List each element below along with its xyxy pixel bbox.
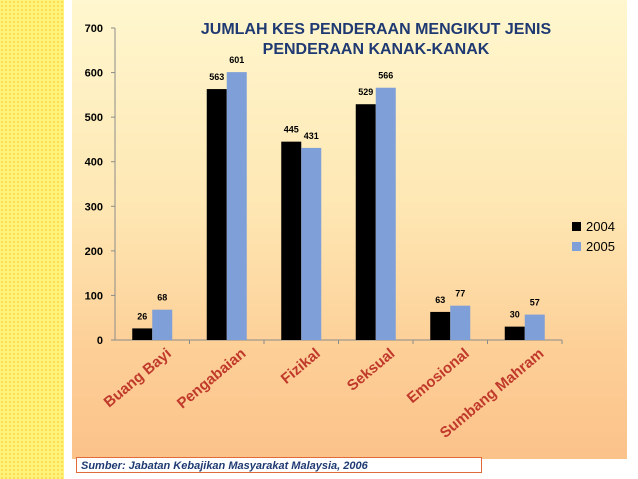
bar-2004 — [206, 89, 227, 340]
data-label: 57 — [530, 298, 540, 308]
bar-2005 — [524, 314, 545, 340]
legend-swatch-2004 — [572, 222, 581, 231]
data-label: 77 — [455, 289, 465, 299]
category-label: Fizikal — [278, 345, 324, 388]
chart-background — [72, 0, 627, 459]
data-label: 445 — [284, 125, 299, 135]
chart-title: JUMLAH KES PENDERAAN MENGIKUT JENIS PENDE… — [201, 21, 552, 58]
y-tick-label: 200 — [85, 246, 103, 258]
data-label: 566 — [378, 71, 393, 81]
data-label: 68 — [157, 293, 167, 303]
category-labels: Buang Bayi Pengabaian Fizikal Seksual Emosio… — [101, 345, 548, 442]
category-label: Seksual — [344, 345, 398, 394]
y-tick-label: 300 — [85, 201, 103, 213]
data-label: 529 — [358, 87, 373, 97]
y-tick-label: 0 — [97, 335, 103, 347]
legend-label: 2005 — [586, 239, 615, 254]
category-label: Buang Bayi — [101, 345, 175, 411]
bar-2004 — [132, 328, 153, 340]
decorative-strip — [0, 0, 64, 479]
chart-title-line: JUMLAH KES PENDERAAN MENGIKUT JENIS — [201, 21, 552, 38]
bar-2004 — [281, 141, 302, 340]
data-label: 63 — [435, 295, 445, 305]
source-note: Sumber: Jabatan Kebajikan Masyarakat Mal… — [76, 457, 482, 473]
bar-2005 — [375, 87, 396, 341]
category-label: Emosional — [404, 345, 473, 407]
y-tick-label: 600 — [85, 68, 103, 80]
y-tick-label: 500 — [85, 112, 103, 124]
y-tick-label: 400 — [85, 157, 103, 169]
axes: 0 100 200 300 400 500 600 700 — [85, 23, 563, 347]
legend: 2004 2005 — [572, 219, 615, 254]
chart-title-line: PENDERAAN KANAK-KANAK — [263, 41, 490, 58]
bar-2004 — [355, 104, 376, 341]
bar-2005 — [152, 309, 173, 340]
bar-2005 — [301, 147, 322, 340]
legend-label: 2004 — [586, 219, 615, 234]
bar-2004 — [430, 311, 451, 340]
bar-2004 — [504, 326, 525, 340]
data-label: 431 — [304, 131, 319, 141]
data-label: 563 — [209, 72, 224, 82]
data-label: 601 — [229, 55, 244, 65]
y-tick-label: 100 — [85, 290, 103, 302]
data-label: 30 — [510, 310, 520, 320]
legend-swatch-2005 — [572, 242, 581, 251]
data-label: 26 — [137, 311, 147, 321]
category-label: Pengabaian — [174, 345, 249, 412]
data-labels: 26 68 563 601 445 431 529 566 63 77 30 57 — [137, 55, 540, 321]
bar-2005 — [450, 305, 471, 340]
bar-2005 — [226, 72, 247, 340]
bars — [132, 72, 545, 341]
y-tick-label: 700 — [85, 23, 103, 35]
